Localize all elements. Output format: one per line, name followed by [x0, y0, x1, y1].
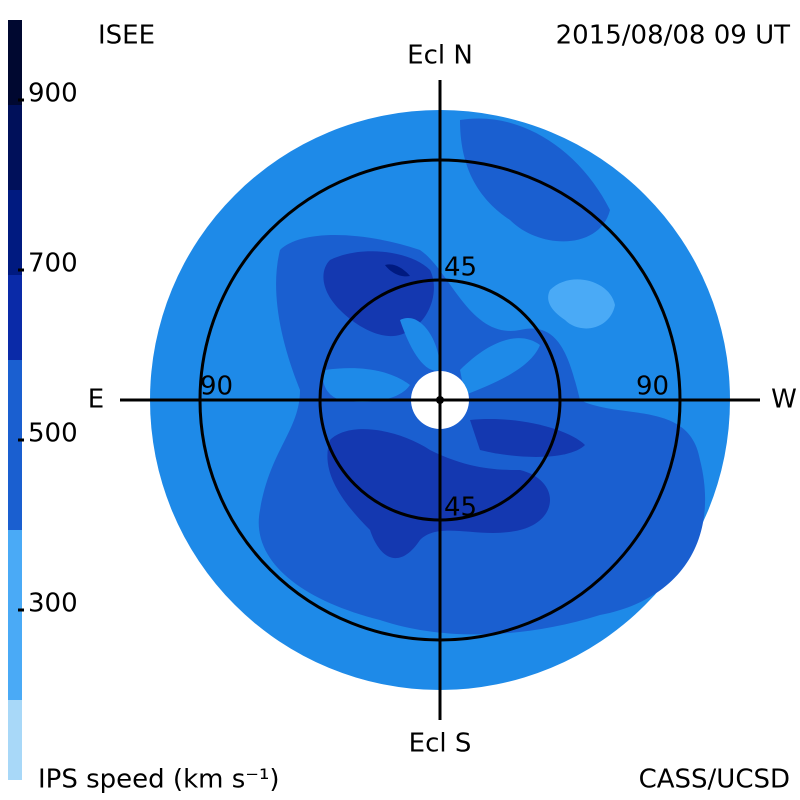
contour: [548, 279, 615, 329]
ring-label: 90: [636, 372, 669, 402]
contour: [470, 419, 585, 457]
color-step: [8, 530, 22, 700]
timestamp: 2015/08/08 09 UT: [556, 21, 790, 51]
colorbar-label: 700: [28, 249, 78, 279]
north-label: Ecl N: [407, 41, 473, 71]
color-step: [8, 275, 22, 360]
credit: CASS/UCSD: [639, 765, 790, 795]
color-step: [8, 20, 22, 105]
colorbar-label: 900: [28, 79, 78, 109]
color-step: [8, 700, 22, 780]
ring-label: 90: [200, 372, 233, 402]
contour: [460, 338, 540, 395]
ring-label: 45: [444, 253, 477, 283]
color-step: [8, 105, 22, 190]
east-label: E: [88, 385, 104, 415]
color-step: [8, 360, 22, 530]
title: ISEE: [98, 21, 155, 51]
ring-label: 45: [444, 493, 477, 523]
colorbar-ticks: [18, 98, 24, 612]
colorbar-title: IPS speed (km s⁻¹): [38, 765, 280, 795]
west-label: W: [771, 385, 797, 415]
colorbar-label: 500: [28, 419, 78, 449]
colorbar-label: 300: [28, 589, 78, 619]
contour: [385, 264, 410, 277]
south-label: Ecl S: [409, 729, 472, 759]
contour: [323, 368, 410, 402]
contour: [400, 318, 440, 371]
color-step: [8, 190, 22, 275]
center: [436, 396, 444, 404]
